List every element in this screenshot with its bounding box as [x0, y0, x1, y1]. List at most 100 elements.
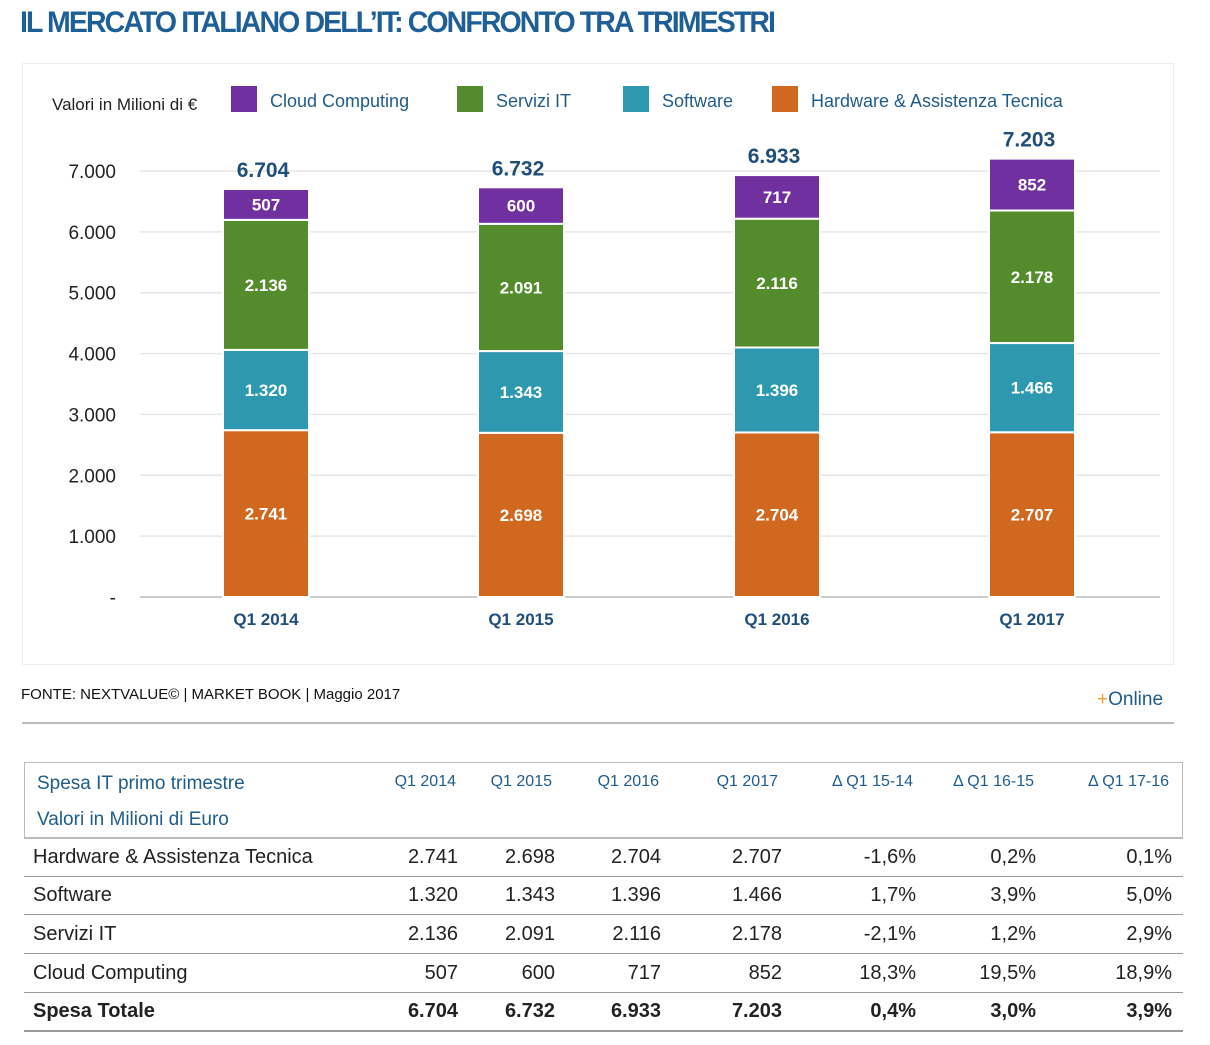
data-label: 2.178	[1011, 268, 1054, 287]
table-header-title: Spesa IT primo trimestre	[37, 773, 245, 794]
table-cell: 717	[627, 962, 661, 984]
y-tick-label: 2.000	[68, 466, 116, 487]
data-label: 852	[1018, 176, 1046, 195]
chart-panel	[22, 63, 1174, 665]
divider	[22, 722, 1174, 724]
table-cell: 6.732	[504, 1000, 555, 1022]
data-label: 2.741	[245, 505, 288, 524]
table-cell: 2.704	[610, 846, 661, 868]
table-row: Servizi IT 2.136 2.091 2.116 2.178 -2,1% 1,2% 2…	[24, 915, 1183, 954]
table-cell: 0,2%	[990, 846, 1036, 868]
total-label: 6.704	[237, 159, 290, 182]
table-cell: 3,9%	[1126, 1000, 1172, 1022]
data-label: 507	[252, 195, 280, 214]
table-cell: 5,0%	[1126, 884, 1172, 906]
total-label: 6.732	[492, 157, 545, 180]
online-label: Online	[1108, 689, 1164, 710]
y-unit-label: Valori in Milioni di €	[52, 95, 198, 114]
column-header: Δ Q1 17-16	[1088, 773, 1169, 790]
y-tick-label: 6.000	[68, 223, 116, 244]
row-label: Cloud Computing	[33, 962, 188, 984]
bar-segment	[733, 346, 821, 434]
table-cell: 1.466	[731, 884, 782, 906]
data-label: 2.116	[756, 274, 798, 293]
data-label: 1.466	[1011, 379, 1054, 398]
table-cell: 2.116	[612, 923, 661, 945]
legend-label: Software	[662, 91, 733, 111]
data-label: 1.343	[500, 383, 543, 402]
y-tick-label: 5.000	[68, 284, 116, 305]
total-label: 7.203	[1003, 129, 1056, 152]
table-cell: 2.136	[407, 923, 458, 945]
x-tick-label: Q1 2015	[488, 610, 553, 629]
table-cell: 2.091	[504, 923, 555, 945]
table-cell: -1,6%	[863, 846, 916, 868]
table-cell: 18,9%	[1115, 962, 1172, 984]
y-tick-label: 3.000	[68, 405, 116, 426]
y-tick-label: 7.000	[68, 162, 116, 183]
legend-swatch	[457, 86, 483, 112]
table-cell: 1.396	[610, 884, 661, 906]
legend-swatch	[623, 86, 649, 112]
data-label: 2.136	[245, 276, 288, 295]
bar-segment	[222, 348, 310, 432]
table-row: Hardware & Assistenza Tecnica 2.741 2.698 2…	[24, 838, 1183, 877]
table-cell: 7.203	[731, 1000, 782, 1022]
table-cell: 3,0%	[990, 1000, 1036, 1022]
table-row: Spesa Totale 6.704 6.732 6.933 7.203 0,4% 3,0%…	[24, 992, 1183, 1032]
table-cell: 18,3%	[859, 962, 916, 984]
table-cell: 2.741	[407, 846, 458, 868]
column-header: Δ Q1 15-14	[832, 773, 913, 790]
table-cell: 1.320	[407, 884, 458, 906]
table-cell: 0,1%	[1126, 846, 1172, 868]
table-cell: 6.933	[610, 1000, 661, 1022]
table-cell: 0,4%	[870, 1000, 916, 1022]
data-label: 1.320	[245, 381, 288, 400]
table-cell: 19,5%	[979, 962, 1036, 984]
y-tick-label: 1.000	[68, 527, 116, 548]
y-tick-label: -	[110, 588, 116, 609]
bar-segment	[733, 174, 821, 220]
legend-label: Hardware & Assistenza Tecnica	[811, 91, 1064, 111]
page-title: IL MERCATO ITALIANO DELL’IT: CONFRONTO T…	[20, 6, 776, 39]
x-tick-label: Q1 2017	[999, 610, 1064, 629]
table-cell: 6.704	[407, 1000, 458, 1022]
data-label: 2.091	[500, 278, 543, 297]
row-label: Software	[33, 884, 112, 906]
x-tick-label: Q1 2014	[233, 610, 299, 629]
y-tick-label: 4.000	[68, 345, 116, 366]
table-cell: 2.178	[731, 923, 782, 945]
table-cell: 507	[424, 962, 458, 984]
plus-icon: +	[1097, 689, 1109, 710]
column-header: Q1 2016	[597, 773, 659, 790]
table-header-unit: Valori in Milioni di Euro	[37, 809, 229, 830]
table-cell: 3,9%	[990, 884, 1036, 906]
row-label: Hardware & Assistenza Tecnica	[33, 846, 313, 868]
x-tick-label: Q1 2016	[744, 610, 809, 629]
online-link[interactable]: +Online	[1097, 689, 1163, 711]
stacked-bar-chart: - 1.000 2.000 3.000 4.000 5.000 6.000 7.000 Valo…	[52, 86, 1160, 629]
column-header: Q1 2015	[490, 773, 552, 790]
data-label: 2.707	[1011, 506, 1054, 525]
bar-segment	[222, 429, 310, 599]
legend-label: Servizi IT	[496, 91, 571, 111]
legend-swatch	[231, 86, 257, 112]
bar-segment	[733, 217, 821, 349]
table-cell: 852	[748, 962, 782, 984]
table-row: Cloud Computing 507 600 717 852 18,3% 19,5% 18,…	[24, 954, 1183, 993]
table-cell: -2,1%	[863, 923, 916, 945]
row-label: Spesa Totale	[33, 1000, 155, 1022]
total-label: 6.933	[748, 145, 801, 168]
column-header: Q1 2017	[716, 773, 778, 790]
data-label: 2.704	[756, 506, 799, 525]
bar-segment	[988, 157, 1076, 212]
bar-segment	[477, 222, 565, 353]
column-header: Δ Q1 16-15	[953, 773, 1034, 790]
source-note: FONTE: NEXTVALUE© | MARKET BOOK | Maggio…	[21, 686, 401, 703]
table-cell: 2.707	[731, 846, 782, 868]
data-label: 717	[763, 188, 791, 207]
legend-swatch	[772, 86, 798, 112]
table-cell: 1,7%	[870, 884, 916, 906]
bar-segment	[222, 218, 310, 351]
data-label: 2.698	[500, 506, 543, 525]
